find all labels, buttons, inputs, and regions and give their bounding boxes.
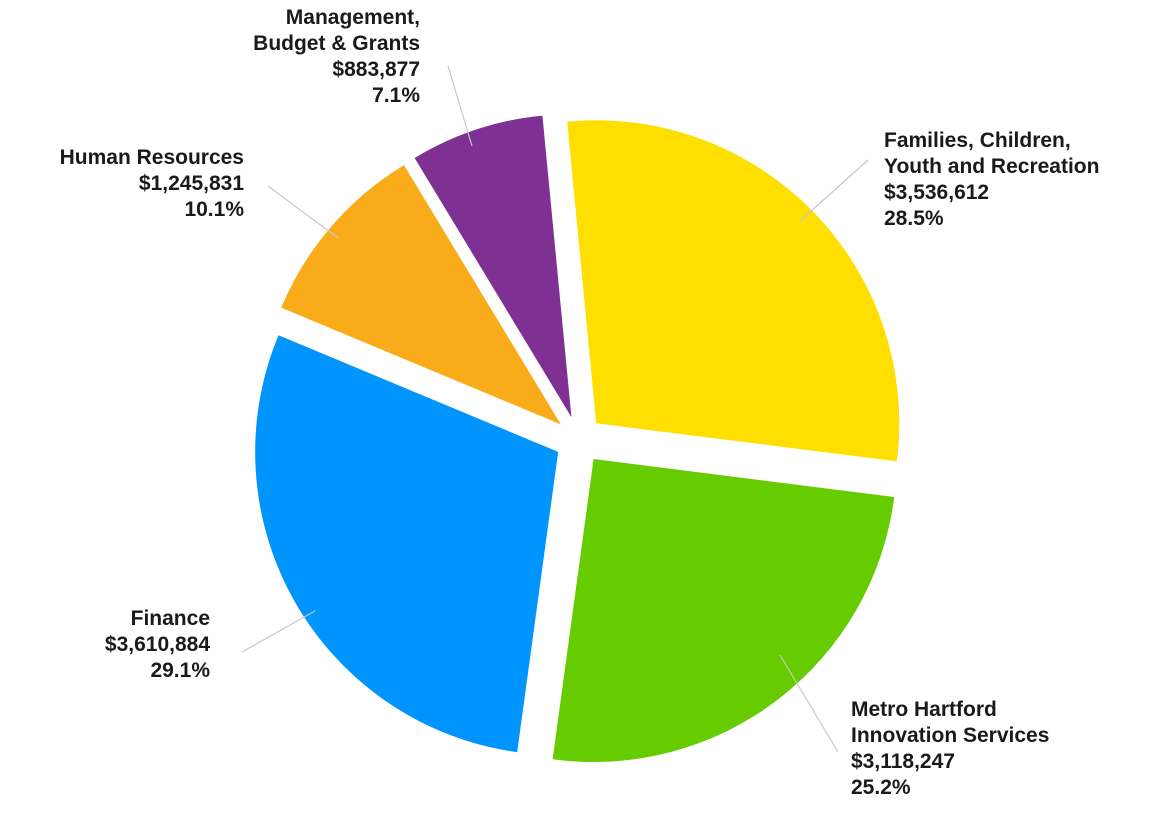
slice-label-hr: Human Resources $1,245,831 10.1% xyxy=(60,145,244,223)
slice-label-families-name-1: Families, Children, xyxy=(884,129,1071,152)
slice-label-finance: Finance $3,610,884 29.1% xyxy=(105,606,210,684)
slice-label-metro-name-1: Metro Hartford xyxy=(851,698,997,721)
slice-label-mbg-name-1: Management, xyxy=(285,6,420,29)
slice-label-families-percent: 28.5% xyxy=(884,207,944,230)
leader-line-finance xyxy=(241,610,316,653)
pie-slice-hr xyxy=(281,165,561,425)
slice-label-finance-name-1: Finance xyxy=(130,607,210,630)
leader-line-hr xyxy=(267,185,339,239)
slice-label-metro-percent: 25.2% xyxy=(851,776,911,799)
leader-line-families xyxy=(799,159,869,222)
slice-label-hr-percent: 10.1% xyxy=(184,198,244,221)
slice-label-metro-value: $3,118,247 xyxy=(851,750,955,773)
pie-slice-families xyxy=(567,120,900,462)
slice-label-families-value: $3,536,612 xyxy=(884,181,990,204)
slice-label-families: Families, Children, Youth and Recreation… xyxy=(884,128,1099,232)
pie-slice-finance xyxy=(255,335,559,753)
pie-slice-mbg xyxy=(414,115,572,418)
leader-line-mbg xyxy=(447,65,473,147)
slice-label-hr-value: $1,245,831 xyxy=(138,172,244,195)
slice-label-mbg: Management, Budget & Grants $883,877 7.1… xyxy=(253,5,420,109)
slice-label-mbg-value: $883,877 xyxy=(332,58,420,81)
slice-label-metro-name-2: Innovation Services xyxy=(851,724,1050,747)
leader-line-metro xyxy=(779,654,839,753)
slice-label-finance-percent: 29.1% xyxy=(150,659,210,682)
slice-label-finance-value: $3,610,884 xyxy=(104,633,210,656)
slice-label-hr-name-1: Human Resources xyxy=(59,146,244,169)
pie-slice-metro xyxy=(552,459,895,763)
slice-label-families-name-2: Youth and Recreation xyxy=(884,155,1100,178)
slice-label-mbg-percent: 7.1% xyxy=(372,84,420,107)
slice-label-mbg-name-2: Budget & Grants xyxy=(253,32,420,55)
slice-label-metro: Metro Hartford Innovation Services $3,11… xyxy=(851,697,1049,801)
